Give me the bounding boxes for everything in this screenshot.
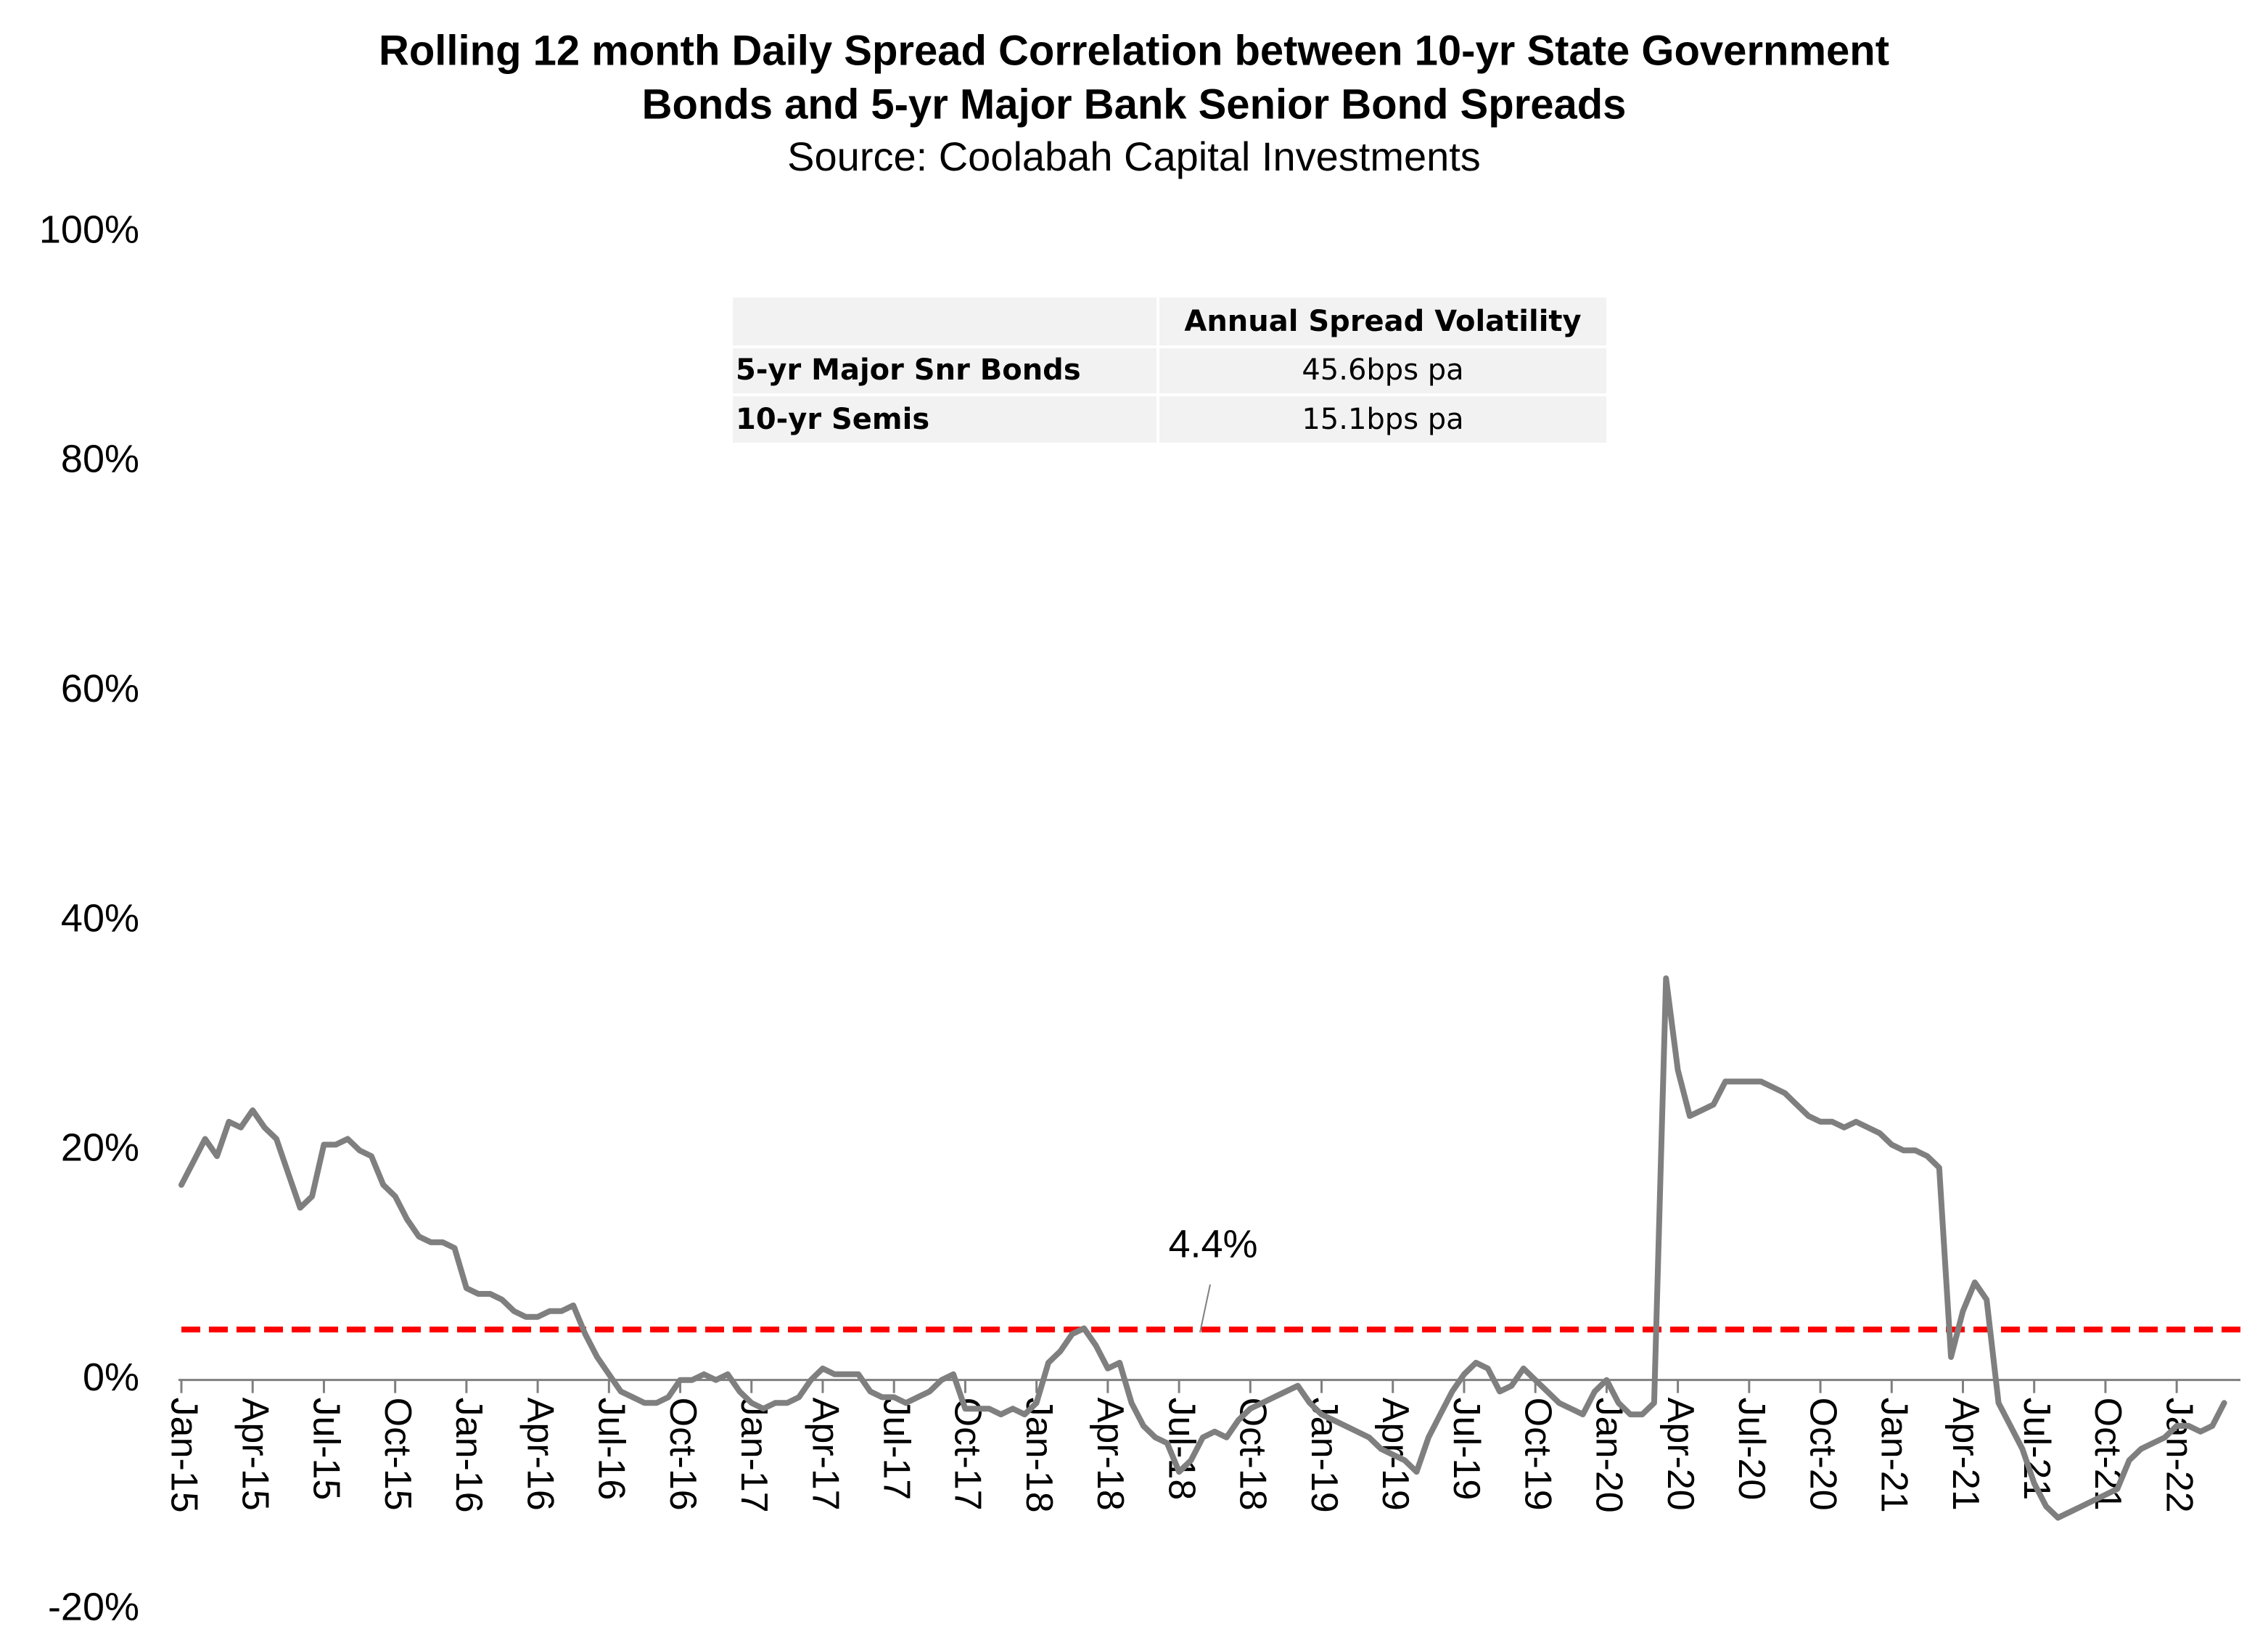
x-tick-label: Apr-15 [234, 1398, 276, 1511]
x-tick-label: Oct-16 [662, 1398, 704, 1511]
correlation-line [178, 975, 2227, 1521]
x-tick-label: Jan-20 [1588, 1398, 1630, 1513]
chart-subtitle: Source: Coolabah Capital Investments [787, 134, 1481, 179]
x-tick-label: Oct-15 [377, 1398, 419, 1511]
x-tick-label: Apr-17 [804, 1398, 846, 1511]
table-cell [1159, 298, 1606, 345]
y-tick-label: -20% [48, 1585, 139, 1628]
annotation: 4.4% [1168, 1222, 1257, 1266]
x-tick-label: Apr-16 [519, 1398, 561, 1511]
chart-title: Rolling 12 month Daily Spread Correlatio… [379, 27, 1889, 74]
x-tick-label: Oct-18 [1232, 1398, 1274, 1511]
table-header: Annual Spread Volatility [1184, 305, 1581, 338]
volatility-table: Annual Spread Volatility 5-yr Major Snr … [733, 298, 1606, 443]
y-tick-label: 100% [39, 208, 139, 251]
x-tick-label: Jul-15 [305, 1398, 348, 1501]
row-label: 5-yr Major Snr Bonds [736, 353, 1081, 387]
x-tick-label: Jul-16 [591, 1398, 633, 1501]
y-tick-label: 60% [61, 667, 139, 710]
x-tick-label: Jan-17 [733, 1398, 775, 1513]
x-tick-label: Jul-17 [875, 1398, 917, 1501]
table-cell [733, 348, 1156, 393]
x-tick-label: Jan-21 [1873, 1398, 1915, 1513]
x-tick-label: Apr-21 [1944, 1398, 1986, 1511]
y-tick-label: 20% [61, 1126, 139, 1170]
x-tick-label: Jan-16 [448, 1398, 490, 1513]
table-cell [1159, 396, 1606, 443]
table-cell [1159, 348, 1606, 393]
x-tick-label: Oct-20 [1801, 1398, 1844, 1511]
y-tick-label: 0% [83, 1356, 139, 1399]
y-tick-label: 40% [61, 896, 139, 940]
x-tick-label: Jan-22 [2158, 1398, 2200, 1513]
y-tick-label: 80% [61, 438, 139, 481]
x-tick-label: Oct-17 [947, 1398, 989, 1511]
chart-title: Bonds and 5-yr Major Bank Senior Bond Sp… [642, 81, 1627, 128]
table-value: 15.1bps pa [1302, 403, 1463, 436]
x-tick-label: Oct-19 [1516, 1398, 1558, 1511]
table-cell [733, 298, 1156, 345]
table-cell [733, 396, 1156, 443]
x-tick-label: Jan-15 [163, 1398, 205, 1513]
x-tick-label: Apr-18 [1089, 1398, 1131, 1511]
table-value: 45.6bps pa [1302, 353, 1463, 387]
x-tick-label: Jul-19 [1445, 1398, 1487, 1501]
row-label: 10-yr Semis [736, 403, 929, 436]
x-tick-label: Apr-20 [1659, 1398, 1701, 1511]
x-tick-label: Jul-20 [1730, 1398, 1772, 1501]
annotation-leader [1199, 1284, 1211, 1333]
